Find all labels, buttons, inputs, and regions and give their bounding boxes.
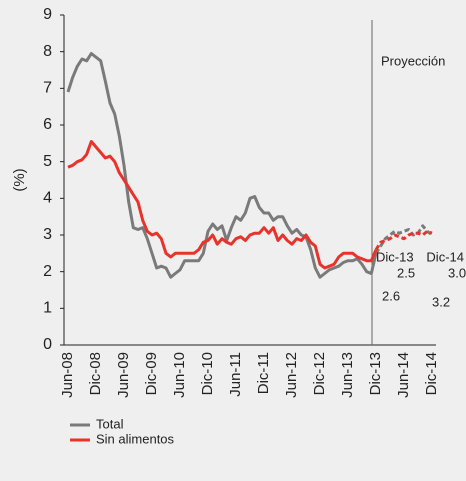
legend-label: Sin alimentos [96, 431, 175, 446]
y-tick-label: 8 [43, 43, 52, 60]
y-tick-label: 0 [43, 336, 52, 353]
y-tick-label: 2 [43, 263, 52, 280]
annotation: Dic-13 [376, 249, 414, 264]
annotation: 2.6 [382, 288, 400, 303]
y-tick-label: 1 [43, 300, 52, 317]
legend-label: Total [96, 416, 124, 431]
annotation: 3.0 [448, 265, 466, 280]
projection-series-line [374, 229, 433, 251]
y-tick-label: 3 [43, 226, 52, 243]
x-tick-label: Jun-12 [283, 352, 300, 398]
x-tick-label: Dic-12 [311, 352, 328, 395]
series-line [67, 140, 378, 270]
x-tick-label: Jun-10 [171, 352, 188, 398]
annotation: Dic-14 [426, 249, 464, 264]
y-tick-label: 6 [43, 116, 52, 133]
y-tick-label: 4 [43, 190, 52, 207]
x-tick-label: Dic-13 [367, 352, 384, 395]
x-tick-label: Dic-14 [423, 352, 440, 395]
x-tick-label: Dic-10 [199, 352, 216, 395]
x-tick-label: Dic-09 [143, 352, 160, 395]
x-tick-label: Jun-09 [115, 352, 132, 398]
annotation: 2.5 [397, 265, 415, 280]
y-tick-label: 5 [43, 153, 52, 170]
y-tick-label: 7 [43, 80, 52, 97]
x-tick-label: Jun-14 [395, 352, 412, 398]
y-axis-label: (%) [11, 168, 28, 191]
projection-series-line [374, 224, 433, 255]
projection-label: Proyección [381, 53, 445, 68]
annotation: 3.2 [432, 294, 450, 309]
x-tick-label: Jun-08 [59, 352, 76, 398]
x-tick-label: Dic-11 [255, 352, 272, 394]
x-tick-label: Jun-11 [227, 352, 244, 397]
x-tick-label: Dic-08 [87, 352, 104, 395]
x-tick-label: Jun-13 [339, 352, 356, 398]
series-line [66, 52, 378, 279]
y-tick-label: 9 [43, 6, 52, 23]
